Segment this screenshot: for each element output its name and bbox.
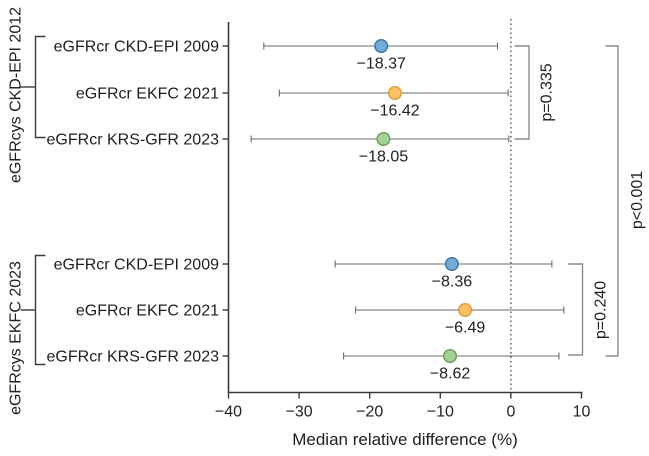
row-label: eGFRcr KRS-GFR 2023 xyxy=(47,349,220,366)
data-point-circle xyxy=(443,349,458,364)
row-label: eGFRcr CKD-EPI 2009 xyxy=(54,39,219,56)
row-label: eGFRcr EKFC 2021 xyxy=(76,86,219,103)
data-point-circle xyxy=(374,39,389,54)
x-tick-label: 0 xyxy=(506,404,515,421)
x-tick-label: 10 xyxy=(573,404,591,421)
pairwise-bracket xyxy=(568,263,584,356)
pairwise-p-label: p=0.335 xyxy=(539,63,556,121)
data-point-circle xyxy=(376,131,391,146)
value-label: −8.36 xyxy=(432,274,473,291)
group-label-vertical: eGFRcys EKFC 2023 xyxy=(8,261,25,415)
x-tick-label: −20 xyxy=(356,404,383,421)
x-tick-label: −10 xyxy=(427,404,454,421)
data-point-circle xyxy=(387,85,402,100)
x-tick-label: −30 xyxy=(286,404,313,421)
row-label: eGFRcr KRS-GFR 2023 xyxy=(47,132,220,149)
row-label: eGFRcr CKD-EPI 2009 xyxy=(54,257,219,274)
data-point-circle xyxy=(458,303,473,318)
value-label: −8.62 xyxy=(430,366,471,383)
group-label-vertical: eGFRcys CKD-EPI 2012 xyxy=(8,7,25,183)
value-label: −16.42 xyxy=(370,103,419,120)
pairwise-bracket xyxy=(514,45,530,140)
overall-bracket xyxy=(605,45,619,357)
row-label: eGFRcr EKFC 2021 xyxy=(76,303,219,320)
value-label: −18.37 xyxy=(357,56,406,73)
group-bracket-left xyxy=(34,35,46,139)
pairwise-p-label: p=0.240 xyxy=(593,281,610,339)
value-label: −6.49 xyxy=(445,320,486,337)
group-bracket-left xyxy=(34,254,46,366)
overall-p-label: p<0.001 xyxy=(629,171,646,229)
value-label: −18.05 xyxy=(359,149,408,166)
data-point-circle xyxy=(444,257,459,272)
x-tick-label: −40 xyxy=(215,404,242,421)
x-axis-title: Median relative difference (%) xyxy=(292,430,518,449)
